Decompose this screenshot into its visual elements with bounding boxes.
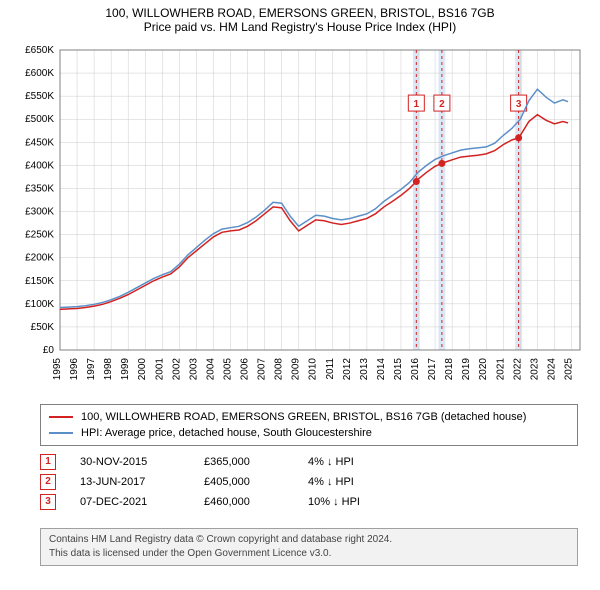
legend-row: 100, WILLOWHERB ROAD, EMERSONS GREEN, BR… xyxy=(49,409,569,425)
x-tick-label: 2014 xyxy=(376,358,387,381)
footer-line-2: This data is licensed under the Open Gov… xyxy=(49,547,569,561)
legend-label: 100, WILLOWHERB ROAD, EMERSONS GREEN, BR… xyxy=(81,409,526,425)
x-tick-label: 1999 xyxy=(120,358,131,381)
y-tick-label: £50K xyxy=(31,322,55,333)
x-tick-label: 2004 xyxy=(205,358,216,381)
y-tick-label: £650K xyxy=(25,45,54,56)
sale-delta: 4% ↓ HPI xyxy=(308,472,408,492)
chart-svg: £0 £50K £100K £150K £200K £250K £300K £350K £400… xyxy=(10,44,590,394)
y-tick-label: £300K xyxy=(25,207,54,218)
y-tick-label: £200K xyxy=(25,253,54,264)
sale-price: £365,000 xyxy=(204,452,284,472)
sale-price: £460,000 xyxy=(204,492,284,512)
sale-row: 3 07-DEC-2021 £460,000 10% ↓ HPI xyxy=(40,492,560,512)
sale-badge: 1 xyxy=(40,454,56,470)
footer-line-1: Contains HM Land Registry data © Crown c… xyxy=(49,533,569,547)
chart-area: £0 £50K £100K £150K £200K £250K £300K £350K £400… xyxy=(10,44,590,394)
x-tick-label: 2020 xyxy=(478,358,489,381)
x-tick-label: 2018 xyxy=(444,358,455,381)
x-tick-label: 2007 xyxy=(257,358,268,381)
marker-badge-label: 2 xyxy=(439,99,445,110)
sale-price: £405,000 xyxy=(204,472,284,492)
y-tick-label: £250K xyxy=(25,230,54,241)
x-tick-label: 2011 xyxy=(325,358,336,380)
legend-box: 100, WILLOWHERB ROAD, EMERSONS GREEN, BR… xyxy=(40,404,578,446)
y-tick-label: £550K xyxy=(25,91,54,102)
sale-point-marker xyxy=(515,134,522,141)
sale-delta: 4% ↓ HPI xyxy=(308,452,408,472)
legend-row: HPI: Average price, detached house, Sout… xyxy=(49,425,569,441)
titles-block: 100, WILLOWHERB ROAD, EMERSONS GREEN, BR… xyxy=(0,0,600,34)
sale-date: 13-JUN-2017 xyxy=(80,472,180,492)
sale-point-marker xyxy=(413,178,420,185)
legend-swatch xyxy=(49,432,73,434)
legend-label: HPI: Average price, detached house, Sout… xyxy=(81,425,372,441)
sale-row: 1 30-NOV-2015 £365,000 4% ↓ HPI xyxy=(40,452,560,472)
sale-date: 30-NOV-2015 xyxy=(80,452,180,472)
sales-table: 1 30-NOV-2015 £365,000 4% ↓ HPI 2 13-JUN-2017… xyxy=(40,452,560,512)
y-tick-label: £500K xyxy=(25,114,54,125)
chart-subtitle: Price paid vs. HM Land Registry's House … xyxy=(0,20,600,34)
x-tick-label: 2003 xyxy=(188,358,199,381)
marker-badge-label: 1 xyxy=(414,99,420,110)
x-tick-label: 2017 xyxy=(427,358,438,381)
x-tick-label: 1995 xyxy=(52,358,63,381)
sale-point-marker xyxy=(438,160,445,167)
x-tick-label: 2016 xyxy=(410,358,421,381)
x-tick-label: 2013 xyxy=(359,358,370,381)
x-tick-label: 2009 xyxy=(291,358,302,381)
footer-box: Contains HM Land Registry data © Crown c… xyxy=(40,528,578,566)
x-tick-label: 2021 xyxy=(495,358,506,381)
x-tick-label: 2025 xyxy=(563,358,574,381)
sale-date: 07-DEC-2021 xyxy=(80,492,180,512)
marker-badge-label: 3 xyxy=(516,99,522,110)
x-tick-label: 2023 xyxy=(529,358,540,381)
sale-badge: 2 xyxy=(40,474,56,490)
chart-title: 100, WILLOWHERB ROAD, EMERSONS GREEN, BR… xyxy=(0,6,600,20)
y-tick-label: £450K xyxy=(25,137,54,148)
x-tick-label: 2019 xyxy=(461,358,472,381)
y-tick-label: £400K xyxy=(25,160,54,171)
x-tick-label: 2001 xyxy=(154,358,165,381)
x-tick-label: 1997 xyxy=(86,358,97,381)
sale-delta: 10% ↓ HPI xyxy=(308,492,408,512)
x-tick-label: 2000 xyxy=(137,358,148,381)
x-tick-label: 2006 xyxy=(240,358,251,381)
chart-container: { "title": "100, WILLOWHERB ROAD, EMERSO… xyxy=(0,0,600,590)
x-tick-label: 2005 xyxy=(222,358,233,381)
x-tick-label: 1996 xyxy=(69,358,80,381)
x-tick-label: 2015 xyxy=(393,358,404,381)
sale-badge: 3 xyxy=(40,494,56,510)
legend-swatch xyxy=(49,416,73,418)
y-tick-label: £350K xyxy=(25,183,54,194)
x-tick-label: 2002 xyxy=(171,358,182,381)
sale-row: 2 13-JUN-2017 £405,000 4% ↓ HPI xyxy=(40,472,560,492)
x-tick-label: 1998 xyxy=(103,358,114,381)
y-tick-label: £0 xyxy=(43,345,55,356)
x-tick-label: 2008 xyxy=(274,358,285,381)
x-tick-label: 2012 xyxy=(342,358,353,381)
x-tick-label: 2010 xyxy=(308,358,319,381)
x-tick-label: 2024 xyxy=(546,358,557,381)
y-tick-label: £100K xyxy=(25,299,54,310)
y-tick-label: £600K xyxy=(25,68,54,79)
x-tick-label: 2022 xyxy=(512,358,523,381)
y-tick-label: £150K xyxy=(25,276,54,287)
